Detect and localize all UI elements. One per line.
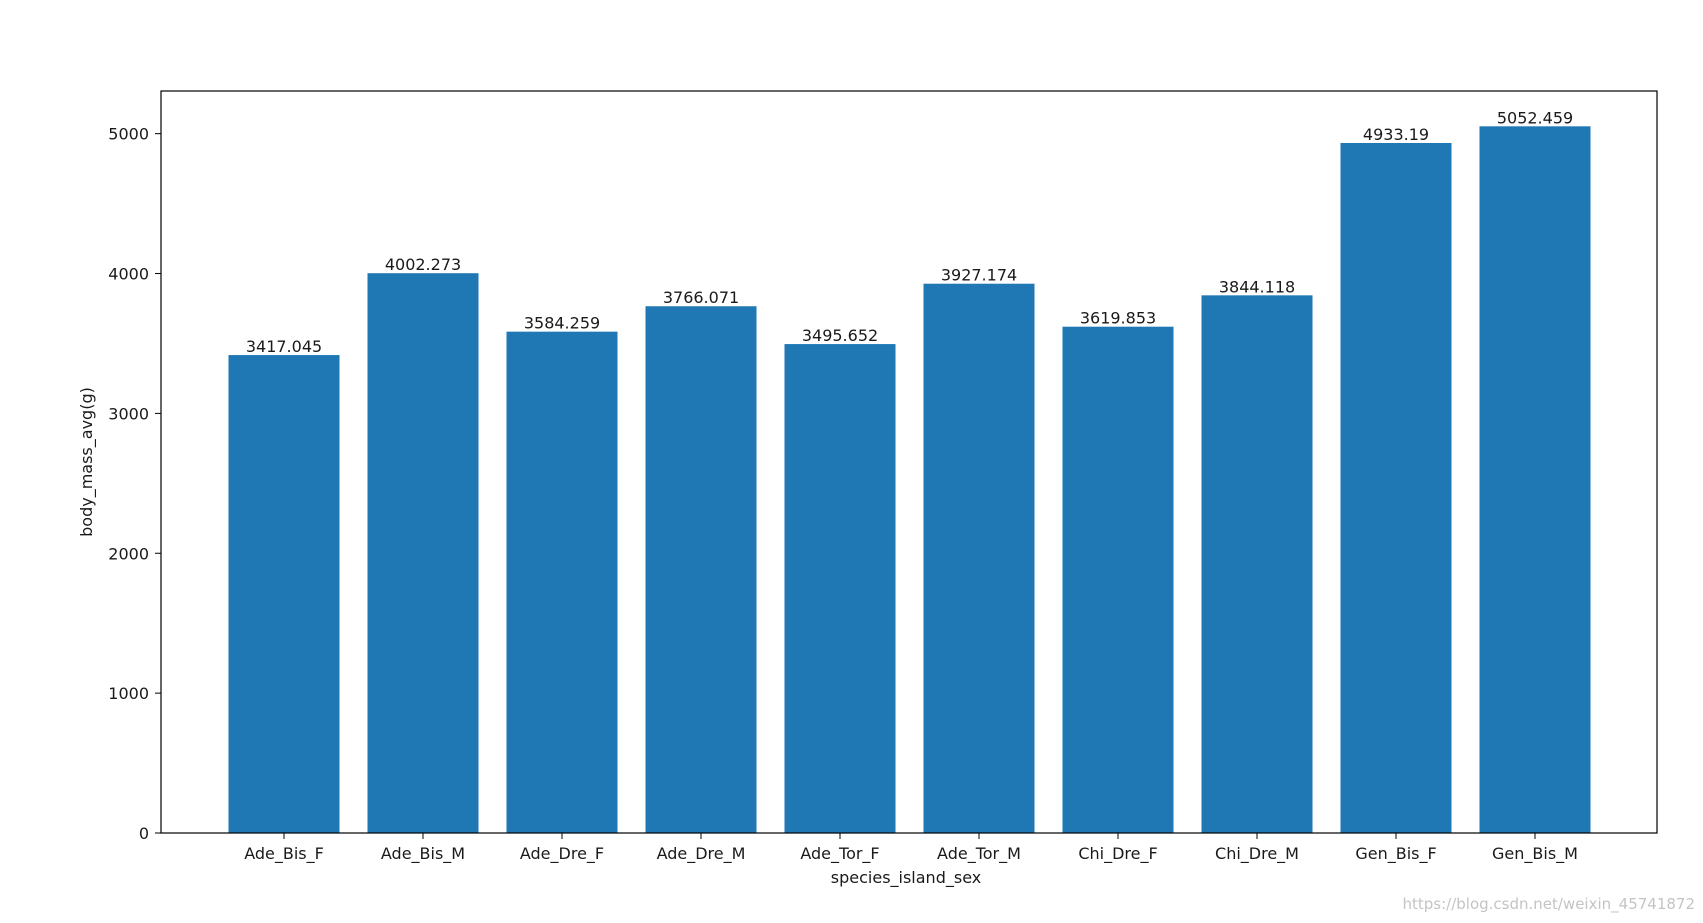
x-tick-label: Ade_Bis_M xyxy=(381,844,465,864)
y-tick-label: 4000 xyxy=(108,265,149,284)
value-label: 4002.273 xyxy=(385,255,461,274)
bar-ade-tor-m xyxy=(923,283,1035,833)
bar-ade-bis-f xyxy=(228,355,340,833)
y-tick-label: 5000 xyxy=(108,125,149,144)
x-tick-label: Ade_Bis_F xyxy=(244,844,324,864)
bar-gen-bis-m xyxy=(1479,126,1591,834)
x-tick-label: Chi_Dre_F xyxy=(1078,844,1157,864)
value-label: 4933.19 xyxy=(1363,125,1429,144)
x-tick-label: Ade_Tor_F xyxy=(800,844,879,864)
y-axis: 0 1000 2000 3000 4000 5000 xyxy=(108,125,161,843)
value-label: 3844.118 xyxy=(1219,277,1295,296)
value-label: 3927.174 xyxy=(941,266,1017,285)
value-label: 3584.259 xyxy=(524,314,600,333)
bar-ade-dre-f xyxy=(506,331,618,833)
bar-gen-bis-f xyxy=(1340,143,1452,833)
value-label: 3766.071 xyxy=(663,288,739,307)
y-tick-label: 2000 xyxy=(108,544,149,563)
x-tick-label: Ade_Dre_F xyxy=(520,844,604,864)
bar-ade-bis-m xyxy=(367,273,479,834)
plot-frame xyxy=(160,90,1658,834)
value-labels-group: 3417.045 4002.273 3584.259 3766.071 3495.652… xyxy=(246,108,1573,356)
bar-chi-dre-f xyxy=(1062,326,1174,833)
bar-ade-tor-f xyxy=(784,344,896,833)
value-label: 3417.045 xyxy=(246,337,322,356)
y-tick-label: 3000 xyxy=(108,404,149,423)
x-tick-label: Ade_Tor_M xyxy=(937,844,1021,864)
value-label: 5052.459 xyxy=(1497,108,1573,127)
bar-ade-dre-m xyxy=(645,306,757,833)
y-axis-label: body_mass_avg(g) xyxy=(77,387,97,537)
x-axis: Ade_Bis_F Ade_Bis_M Ade_Dre_F Ade_Dre_M Ade_… xyxy=(244,833,1578,864)
value-label: 3619.853 xyxy=(1080,309,1156,328)
watermark: https://blog.csdn.net/weixin_45741872 xyxy=(1402,895,1695,913)
x-axis-label: species_island_sex xyxy=(831,868,981,888)
value-label: 3495.652 xyxy=(802,326,878,345)
bar-chi-dre-m xyxy=(1201,295,1313,834)
x-tick-label: Gen_Bis_M xyxy=(1492,844,1578,864)
y-tick-label: 0 xyxy=(139,824,149,843)
x-tick-label: Gen_Bis_F xyxy=(1355,844,1436,864)
bars-group xyxy=(228,126,1591,834)
x-tick-label: Chi_Dre_M xyxy=(1215,844,1299,864)
x-tick-label: Ade_Dre_M xyxy=(657,844,746,864)
y-tick-label: 1000 xyxy=(108,684,149,703)
